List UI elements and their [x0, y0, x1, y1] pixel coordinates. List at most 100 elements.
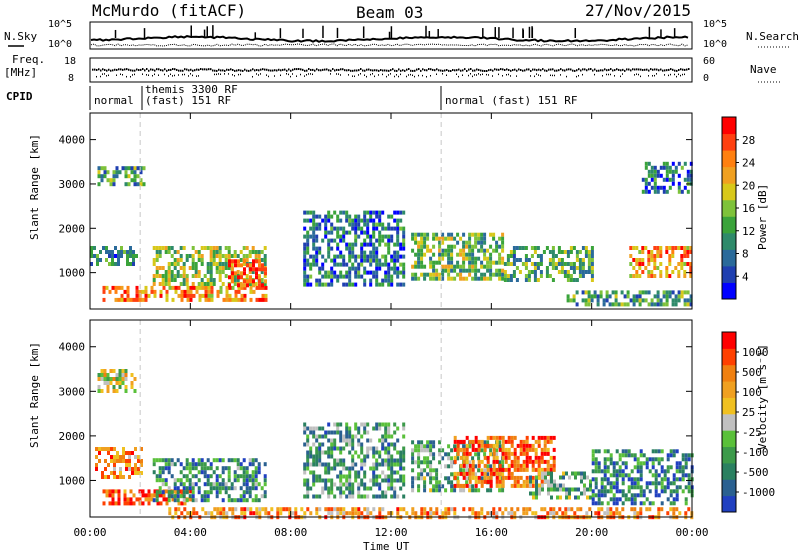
power-colorbar: 4 8 12 16 20 24 28 [721, 116, 756, 300]
velocity-colorbar-swatch [722, 462, 736, 480]
power-colorbar-swatch [722, 265, 736, 283]
velocity-colorbar-tick: -1000 [742, 486, 775, 499]
velocity-region-1 [95, 447, 143, 479]
power-colorbar-swatch [722, 282, 736, 300]
power-yticks: 1000 2000 3000 4000 [59, 134, 692, 280]
nave-label: Nave [750, 63, 777, 76]
power-ylabel: Slant Range [km] [28, 134, 41, 240]
nsearch-trace [90, 43, 689, 47]
velocity-colorbar-swatch [722, 348, 736, 366]
velocity-colorbar-tick: -100 [742, 446, 769, 459]
power-region-9 [629, 246, 693, 278]
velocity-yticks: 1000 2000 3000 4000 [59, 341, 692, 487]
power-colorbar-swatch [722, 199, 736, 217]
power-ytick-label: 2000 [59, 222, 86, 235]
power-region-0 [97, 166, 146, 187]
nsky-trace [90, 35, 689, 43]
cpid-label: CPID [6, 90, 33, 103]
cpid-segment-1-label: normal [94, 94, 134, 107]
velocity-colorbar-tick: -500 [742, 466, 769, 479]
velocity-region-6 [453, 435, 556, 488]
x-tick-label: 00:00 [73, 526, 106, 539]
velocity-ylabel: Slant Range [km] [28, 342, 41, 448]
cpid-segment-2-label: themis 3300 RF [145, 83, 238, 96]
velocity-colorbar-tick: 1000 [742, 346, 769, 359]
power-region-8 [566, 290, 693, 307]
power-region-7 [503, 246, 594, 282]
velocity-colorbar-tick: 500 [742, 366, 762, 379]
power-region-4 [228, 259, 267, 288]
x-axis-ticks: 00:00 04:00 08:00 12:00 16:00 20:00 00:00 [73, 113, 709, 539]
velocity-region-3 [152, 458, 267, 503]
power-ytick-label: 3000 [59, 178, 86, 191]
velocity-colorbar-tick: 25 [742, 406, 755, 419]
velocity-ytick-label: 3000 [59, 385, 86, 398]
power-region-1 [90, 246, 138, 266]
velocity-colorbar-tick: -25 [742, 426, 762, 439]
cpid-segment-3-label: normal (fast) 151 RF [445, 94, 577, 107]
freq-panel-frame [89, 57, 693, 83]
velocity-colorbar-swatch [722, 397, 736, 415]
power-colorbar-tick: 12 [742, 225, 755, 238]
power-colorbar-swatch [722, 249, 736, 267]
power-region-10 [641, 161, 693, 194]
power-colorbar-swatch [722, 150, 736, 168]
power-colorbar-tick: 4 [742, 270, 749, 283]
velocity-region-4 [303, 422, 406, 499]
x-tick-label: 12:00 [374, 526, 407, 539]
velocity-ytick-label: 4000 [59, 341, 86, 354]
power-colorbar-label: Power [dB] [756, 184, 769, 250]
x-tick-label: 00:00 [675, 526, 708, 539]
freq-traces [92, 68, 690, 78]
velocity-colorbar-swatch [722, 446, 736, 464]
date-label: 27/Nov/2015 [585, 1, 691, 20]
freq-left-tick-top: 18 [64, 56, 76, 67]
cpid-segment-2-sublabel: (fast) 151 RF [145, 94, 231, 107]
velocity-colorbar-swatch [722, 430, 736, 448]
station-title: McMurdo (fitACF) [92, 1, 246, 20]
velocity-colorbar-label: Velocity [m s⁻¹] [756, 344, 769, 450]
velocity-ytick-label: 1000 [59, 474, 86, 487]
power-colorbar-tick: 20 [742, 179, 755, 192]
noise-traces [90, 25, 689, 47]
nsky-label: N.Sky [4, 30, 37, 43]
velocity-colorbar-swatch [722, 381, 736, 398]
power-colorbar-tick: 28 [742, 134, 755, 147]
velocity-colorbar-swatch [722, 413, 736, 431]
velocity-colorbar-swatch [722, 495, 736, 513]
freq-left-tick-bottom: 8 [68, 73, 74, 84]
power-colorbar-swatch [722, 166, 736, 184]
velocity-colorbar-swatch [722, 479, 736, 497]
power-data [90, 113, 693, 309]
power-colorbar-swatch [722, 117, 736, 135]
power-colorbar-tick: 8 [742, 248, 749, 261]
power-region-6 [411, 232, 505, 281]
power-ytick-label: 4000 [59, 134, 86, 147]
noise-panel-frame [89, 21, 693, 50]
freq-label: Freq. [12, 53, 45, 66]
power-colorbar-swatch [722, 232, 736, 250]
nsearch-label: N.Search [746, 30, 799, 43]
x-tick-label: 08:00 [274, 526, 307, 539]
x-axis-label: Time UT [363, 540, 410, 553]
velocity-region-0 [97, 369, 137, 393]
freq-right-tick-bottom: 0 [703, 73, 709, 84]
noise-right-tick-top: 10^5 [703, 19, 727, 30]
x-tick-label: 04:00 [174, 526, 207, 539]
velocity-region-8 [591, 449, 694, 506]
x-tick-label: 20:00 [575, 526, 608, 539]
velocity-region-7 [529, 471, 592, 500]
power-colorbar-tick: 24 [742, 157, 756, 170]
noise-left-tick-top: 10^5 [48, 19, 72, 30]
noise-right-tick-bottom: 10^0 [703, 39, 727, 50]
noise-left-tick-bottom: 10^0 [48, 39, 72, 50]
power-colorbar-swatch [722, 183, 736, 201]
power-region-5 [303, 210, 406, 287]
power-colorbar-swatch [722, 216, 736, 234]
power-ytick-label: 1000 [59, 267, 86, 280]
velocity-colorbar-swatch [722, 332, 736, 349]
velocity-colorbar-tick: 100 [742, 386, 762, 399]
freq-unit-label: [MHz] [4, 66, 37, 79]
power-colorbar-tick: 16 [742, 202, 755, 215]
